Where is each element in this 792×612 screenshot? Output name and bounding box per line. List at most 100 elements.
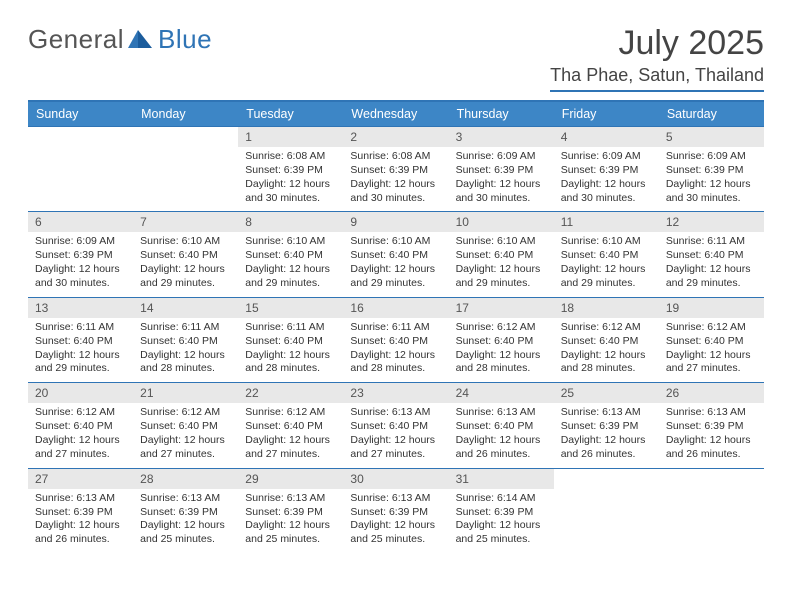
day-cell: 23Sunrise: 6:13 AMSunset: 6:40 PMDayligh… <box>343 382 448 467</box>
day-body: Sunrise: 6:12 AMSunset: 6:40 PMDaylight:… <box>659 318 764 382</box>
day-number: 12 <box>659 212 764 232</box>
daylight-line: Daylight: 12 hours and 30 minutes. <box>245 178 336 206</box>
day-body: Sunrise: 6:09 AMSunset: 6:39 PMDaylight:… <box>28 232 133 296</box>
empty-cell <box>659 468 764 553</box>
sunrise-line: Sunrise: 6:09 AM <box>456 150 547 164</box>
sunset-line: Sunset: 6:40 PM <box>350 249 441 263</box>
sunrise-line: Sunrise: 6:10 AM <box>456 235 547 249</box>
sunset-line: Sunset: 6:40 PM <box>35 420 126 434</box>
day-body: Sunrise: 6:13 AMSunset: 6:39 PMDaylight:… <box>238 489 343 553</box>
day-body: Sunrise: 6:10 AMSunset: 6:40 PMDaylight:… <box>238 232 343 296</box>
day-cell: 11Sunrise: 6:10 AMSunset: 6:40 PMDayligh… <box>554 211 659 296</box>
day-body: Sunrise: 6:11 AMSunset: 6:40 PMDaylight:… <box>28 318 133 382</box>
dow-header: Friday <box>554 102 659 126</box>
day-cell: 28Sunrise: 6:13 AMSunset: 6:39 PMDayligh… <box>133 468 238 553</box>
sunrise-line: Sunrise: 6:11 AM <box>666 235 757 249</box>
daylight-line: Daylight: 12 hours and 27 minutes. <box>666 349 757 377</box>
day-body: Sunrise: 6:13 AMSunset: 6:40 PMDaylight:… <box>449 403 554 467</box>
day-body: Sunrise: 6:10 AMSunset: 6:40 PMDaylight:… <box>554 232 659 296</box>
sunset-line: Sunset: 6:40 PM <box>245 335 336 349</box>
day-number: 23 <box>343 383 448 403</box>
day-body: Sunrise: 6:10 AMSunset: 6:40 PMDaylight:… <box>343 232 448 296</box>
day-number: 30 <box>343 469 448 489</box>
sunset-line: Sunset: 6:40 PM <box>350 335 441 349</box>
sunrise-line: Sunrise: 6:13 AM <box>350 406 441 420</box>
day-body: Sunrise: 6:11 AMSunset: 6:40 PMDaylight:… <box>659 232 764 296</box>
sunrise-line: Sunrise: 6:13 AM <box>561 406 652 420</box>
sunrise-line: Sunrise: 6:10 AM <box>245 235 336 249</box>
day-number: 3 <box>449 127 554 147</box>
day-number: 10 <box>449 212 554 232</box>
day-body: Sunrise: 6:09 AMSunset: 6:39 PMDaylight:… <box>554 147 659 211</box>
day-body: Sunrise: 6:13 AMSunset: 6:39 PMDaylight:… <box>659 403 764 467</box>
sunset-line: Sunset: 6:40 PM <box>245 420 336 434</box>
day-number: 22 <box>238 383 343 403</box>
sunrise-line: Sunrise: 6:13 AM <box>35 492 126 506</box>
sunrise-line: Sunrise: 6:14 AM <box>456 492 547 506</box>
daylight-line: Daylight: 12 hours and 26 minutes. <box>561 434 652 462</box>
calendar-grid: SundayMondayTuesdayWednesdayThursdayFrid… <box>28 100 764 553</box>
day-cell: 16Sunrise: 6:11 AMSunset: 6:40 PMDayligh… <box>343 297 448 382</box>
sunset-line: Sunset: 6:40 PM <box>561 249 652 263</box>
daylight-line: Daylight: 12 hours and 29 minutes. <box>35 349 126 377</box>
day-number: 25 <box>554 383 659 403</box>
day-cell: 13Sunrise: 6:11 AMSunset: 6:40 PMDayligh… <box>28 297 133 382</box>
daylight-line: Daylight: 12 hours and 28 minutes. <box>350 349 441 377</box>
day-body: Sunrise: 6:08 AMSunset: 6:39 PMDaylight:… <box>238 147 343 211</box>
day-body: Sunrise: 6:11 AMSunset: 6:40 PMDaylight:… <box>343 318 448 382</box>
day-cell: 24Sunrise: 6:13 AMSunset: 6:40 PMDayligh… <box>449 382 554 467</box>
daylight-line: Daylight: 12 hours and 27 minutes. <box>245 434 336 462</box>
sunrise-line: Sunrise: 6:08 AM <box>245 150 336 164</box>
sunset-line: Sunset: 6:39 PM <box>350 164 441 178</box>
daylight-line: Daylight: 12 hours and 29 minutes. <box>350 263 441 291</box>
daylight-line: Daylight: 12 hours and 26 minutes. <box>666 434 757 462</box>
sunset-line: Sunset: 6:39 PM <box>561 164 652 178</box>
day-body: Sunrise: 6:13 AMSunset: 6:39 PMDaylight:… <box>343 489 448 553</box>
sunrise-line: Sunrise: 6:11 AM <box>35 321 126 335</box>
empty-cell <box>133 126 238 211</box>
sunrise-line: Sunrise: 6:12 AM <box>245 406 336 420</box>
sunset-line: Sunset: 6:40 PM <box>561 335 652 349</box>
sunset-line: Sunset: 6:40 PM <box>140 249 231 263</box>
daylight-line: Daylight: 12 hours and 25 minutes. <box>350 519 441 547</box>
sunrise-line: Sunrise: 6:13 AM <box>245 492 336 506</box>
sunrise-line: Sunrise: 6:10 AM <box>561 235 652 249</box>
day-number: 21 <box>133 383 238 403</box>
daylight-line: Daylight: 12 hours and 30 minutes. <box>35 263 126 291</box>
day-cell: 20Sunrise: 6:12 AMSunset: 6:40 PMDayligh… <box>28 382 133 467</box>
day-body: Sunrise: 6:14 AMSunset: 6:39 PMDaylight:… <box>449 489 554 553</box>
sunset-line: Sunset: 6:40 PM <box>456 335 547 349</box>
sunset-line: Sunset: 6:39 PM <box>456 506 547 520</box>
day-number: 8 <box>238 212 343 232</box>
day-body: Sunrise: 6:13 AMSunset: 6:39 PMDaylight:… <box>554 403 659 467</box>
day-cell: 30Sunrise: 6:13 AMSunset: 6:39 PMDayligh… <box>343 468 448 553</box>
sunset-line: Sunset: 6:40 PM <box>140 420 231 434</box>
sunrise-line: Sunrise: 6:13 AM <box>140 492 231 506</box>
sunrise-line: Sunrise: 6:11 AM <box>140 321 231 335</box>
day-body: Sunrise: 6:12 AMSunset: 6:40 PMDaylight:… <box>554 318 659 382</box>
sunrise-line: Sunrise: 6:12 AM <box>666 321 757 335</box>
day-cell: 17Sunrise: 6:12 AMSunset: 6:40 PMDayligh… <box>449 297 554 382</box>
day-number: 11 <box>554 212 659 232</box>
sunset-line: Sunset: 6:40 PM <box>666 249 757 263</box>
sunset-line: Sunset: 6:39 PM <box>350 506 441 520</box>
day-number: 15 <box>238 298 343 318</box>
sunset-line: Sunset: 6:39 PM <box>35 506 126 520</box>
sunset-line: Sunset: 6:40 PM <box>456 420 547 434</box>
day-body: Sunrise: 6:13 AMSunset: 6:39 PMDaylight:… <box>28 489 133 553</box>
day-number: 28 <box>133 469 238 489</box>
day-number: 26 <box>659 383 764 403</box>
daylight-line: Daylight: 12 hours and 25 minutes. <box>456 519 547 547</box>
day-body: Sunrise: 6:08 AMSunset: 6:39 PMDaylight:… <box>343 147 448 211</box>
daylight-line: Daylight: 12 hours and 26 minutes. <box>35 519 126 547</box>
day-cell: 9Sunrise: 6:10 AMSunset: 6:40 PMDaylight… <box>343 211 448 296</box>
day-number: 6 <box>28 212 133 232</box>
day-cell: 8Sunrise: 6:10 AMSunset: 6:40 PMDaylight… <box>238 211 343 296</box>
sunrise-line: Sunrise: 6:12 AM <box>35 406 126 420</box>
dow-header: Wednesday <box>343 102 448 126</box>
day-number: 24 <box>449 383 554 403</box>
sunset-line: Sunset: 6:39 PM <box>140 506 231 520</box>
day-number: 7 <box>133 212 238 232</box>
day-cell: 7Sunrise: 6:10 AMSunset: 6:40 PMDaylight… <box>133 211 238 296</box>
day-cell: 18Sunrise: 6:12 AMSunset: 6:40 PMDayligh… <box>554 297 659 382</box>
